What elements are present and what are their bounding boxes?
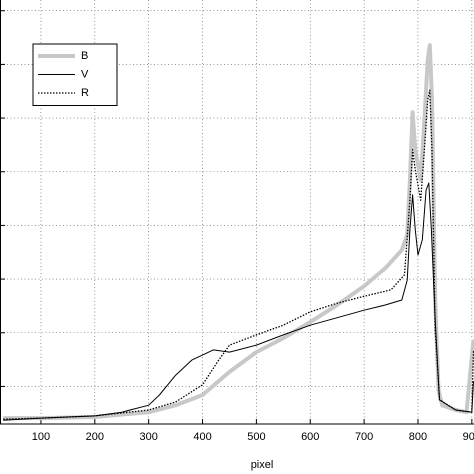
series-line (3, 182, 474, 421)
x-tick-label: 300 (139, 431, 157, 443)
x-tick-label: 100 (32, 431, 50, 443)
x-tick-label: 800 (409, 431, 427, 443)
series-line (3, 89, 474, 420)
series-line (3, 43, 474, 421)
x-tick-label: 500 (247, 431, 265, 443)
legend-label: R (81, 87, 89, 99)
legend-label: B (81, 50, 88, 62)
x-tick-label: 900 (463, 431, 474, 443)
x-tick-label: 700 (355, 431, 373, 443)
x-axis-label: pixel (251, 459, 274, 471)
legend-label: V (81, 68, 89, 80)
x-tick-label: 400 (193, 431, 211, 443)
x-tick-label: 600 (301, 431, 319, 443)
x-tick-label: 200 (86, 431, 104, 443)
